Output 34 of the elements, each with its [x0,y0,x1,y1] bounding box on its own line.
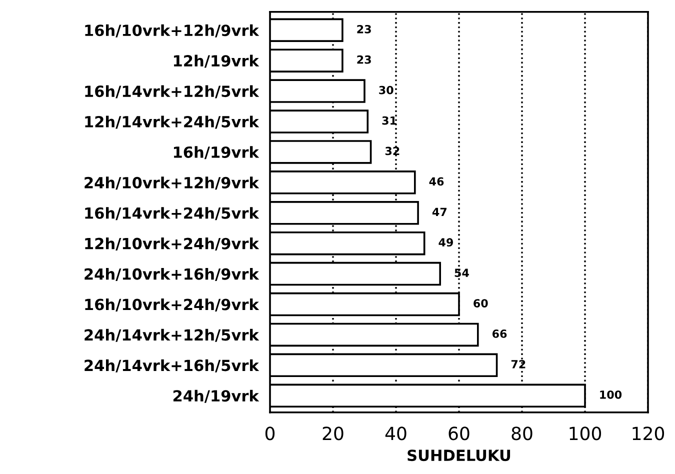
data-label: 54 [454,268,469,278]
data-label: 66 [492,330,507,338]
y-tick-label: 16h/10vrk+12h/9vrk [85,24,260,38]
y-tick-label: 16h/19vrk [174,146,260,160]
data-label: 60 [474,299,488,308]
y-tick-label: 12h/14vrk+24h/5vrk [85,116,260,129]
data-label: 72 [511,360,526,368]
x-tick-label: 40 [385,426,406,440]
x-tick-label: 120 [632,426,664,440]
y-tick-label: 16h/14vrk+24h/5vrk [85,207,260,220]
x-tick-label: 60 [448,426,470,440]
y-tick-label: 24h/10vrk+12h/9vrk [84,176,260,190]
data-label: 30 [379,86,394,94]
y-tick-label: 12h/10vrk+24h/9vrk [85,238,260,251]
y-tick-label: 24h/14vrk+12h/5vrk [84,328,260,342]
x-tick-label: 100 [570,426,602,440]
x-tick-label: 80 [512,426,532,440]
data-label: 49 [438,238,453,247]
data-label: 23 [357,55,371,64]
x-tick-label: 0 [265,426,275,440]
y-tick-label: 24h/19vrk [173,390,260,403]
x-tick-label: 20 [322,426,344,440]
y-tick-label: 12h/19vrk [174,54,260,68]
y-tick-label: 16h/14vrk+12h/5vrk [85,85,260,98]
data-label: 32 [385,146,400,156]
y-tick-label: 16h/10vrk+24h/9vrk [85,298,260,312]
data-label: 47 [432,208,447,216]
data-label: 23 [357,24,371,34]
data-label: 31 [382,116,396,125]
data-label: 100 [600,390,622,399]
y-tick-label: 24h/10vrk+16h/9vrk [84,268,260,282]
data-label: 46 [429,177,444,186]
y-tick-label: 24h/14vrk+16h/5vrk [84,359,260,372]
x-axis-title: SUHDELUKU [408,450,510,462]
